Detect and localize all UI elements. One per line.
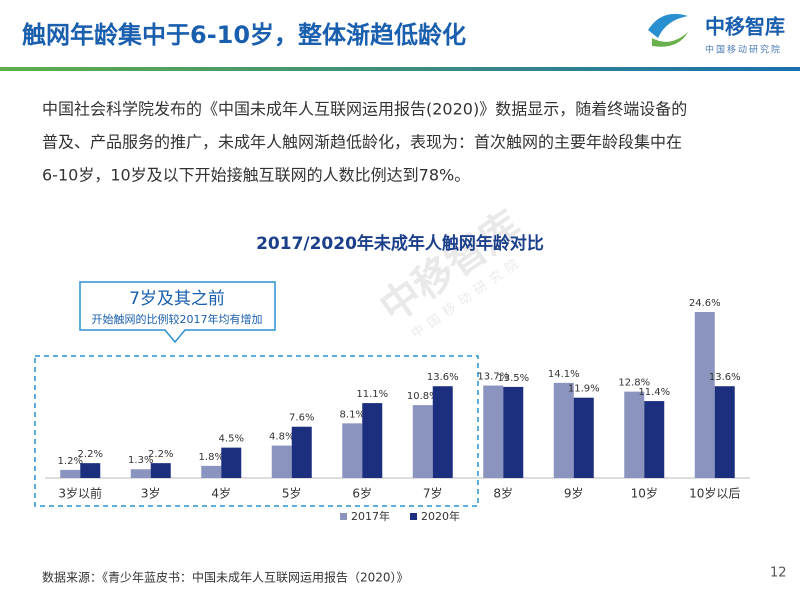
legend-label: 2017年 bbox=[351, 509, 390, 523]
value-label: 13.7% bbox=[477, 372, 509, 383]
x-tick-label: 3岁以前 bbox=[58, 486, 102, 501]
value-label: 13.6% bbox=[709, 372, 741, 383]
bar bbox=[291, 426, 312, 478]
bar bbox=[573, 397, 594, 478]
bar bbox=[412, 405, 433, 478]
x-tick-label: 6岁 bbox=[352, 486, 372, 501]
chart: 3岁以前1.2%2.2%3岁1.3%2.2%4岁1.8%4.5%5岁4.8%7.… bbox=[45, 298, 750, 523]
bar bbox=[201, 465, 222, 478]
x-tick-label: 7岁 bbox=[423, 486, 443, 501]
paragraph-line: 普及、产品服务的推广，未成年人触网渐趋低龄化，表现为：首次触网的主要年龄段集中在 bbox=[42, 133, 682, 152]
value-label: 11.1% bbox=[356, 389, 388, 400]
bar bbox=[362, 403, 383, 478]
legend-swatch bbox=[340, 513, 347, 520]
bar bbox=[60, 469, 81, 478]
callout-box bbox=[79, 281, 276, 344]
legend-swatch bbox=[410, 513, 417, 520]
callout: 7岁及其之前 开始触网的比例较2017年均有增加 bbox=[34, 281, 479, 507]
bar bbox=[130, 469, 151, 478]
source: 数据来源：《青少年蓝皮书：中国未成年人互联网运用报告（2020）》 bbox=[42, 570, 409, 585]
value-label: 4.5% bbox=[219, 434, 244, 445]
logo-name: 中移智库 bbox=[705, 15, 785, 39]
paragraph-line: 中国社会科学院发布的《中国未成年人互联网运用报告(2020)》数据显示，随着终端… bbox=[42, 100, 687, 119]
logo: 中移智库 中国移动研究院 bbox=[648, 13, 785, 56]
logo-icon bbox=[652, 32, 688, 47]
highlight-box bbox=[34, 355, 479, 507]
value-label: 12.8% bbox=[618, 378, 650, 389]
bar bbox=[80, 463, 101, 478]
paragraph-line: 6-10岁，10岁及以下开始接触互联网的人数比例达到78%。 bbox=[42, 166, 470, 185]
bar bbox=[342, 423, 363, 478]
header-rule bbox=[0, 67, 800, 71]
value-label: 13.5% bbox=[497, 373, 529, 384]
page-number: 12 bbox=[770, 566, 787, 581]
value-label: 2.2% bbox=[78, 449, 103, 460]
value-label: 8.1% bbox=[340, 409, 365, 420]
header-title: 触网年龄集中于6-10岁，整体渐趋低龄化 bbox=[22, 21, 466, 49]
x-tick-label: 3岁 bbox=[141, 486, 161, 501]
callout-text: 开始触网的比例较2017年均有增加 bbox=[92, 312, 263, 326]
value-label: 24.6% bbox=[689, 298, 721, 309]
x-tick-label: 8岁 bbox=[493, 486, 513, 501]
value-label: 14.1% bbox=[548, 369, 580, 380]
x-tick-label: 9岁 bbox=[564, 486, 584, 501]
value-label: 1.3% bbox=[128, 455, 153, 466]
chart-title: 2017/2020年未成年人触网年龄对比 bbox=[256, 233, 544, 254]
bar bbox=[503, 386, 524, 478]
paragraph: 中国社会科学院发布的《中国未成年人互联网运用报告(2020)》数据显示，随着终端… bbox=[42, 100, 687, 185]
value-label: 1.8% bbox=[199, 452, 224, 463]
x-tick-label: 10岁 bbox=[631, 486, 658, 501]
value-label: 2.2% bbox=[148, 449, 173, 460]
bar bbox=[271, 445, 292, 478]
value-label: 7.6% bbox=[289, 413, 314, 424]
bar bbox=[432, 386, 453, 478]
logo-org: 中国移动研究院 bbox=[705, 44, 782, 56]
value-label: 11.4% bbox=[638, 387, 670, 398]
value-label: 11.9% bbox=[568, 384, 600, 395]
logo-icon bbox=[648, 13, 688, 38]
x-tick-label: 5岁 bbox=[282, 486, 302, 501]
bar bbox=[221, 447, 242, 478]
bar bbox=[624, 391, 645, 478]
value-label: 10.8% bbox=[407, 391, 439, 402]
value-label: 13.6% bbox=[427, 372, 459, 383]
x-tick-label: 10岁以后 bbox=[689, 486, 740, 501]
bar bbox=[483, 385, 504, 478]
bar bbox=[150, 463, 171, 478]
value-label: 1.2% bbox=[58, 456, 83, 467]
bar bbox=[694, 312, 715, 478]
bar bbox=[644, 401, 665, 478]
legend-label: 2020年 bbox=[421, 509, 460, 523]
callout-title: 7岁及其之前 bbox=[129, 289, 225, 309]
bar bbox=[553, 382, 574, 478]
value-label: 4.8% bbox=[269, 432, 294, 443]
legend: 2017年 2020年 bbox=[340, 509, 460, 523]
bar bbox=[714, 386, 735, 478]
x-tick-label: 4岁 bbox=[211, 486, 231, 501]
